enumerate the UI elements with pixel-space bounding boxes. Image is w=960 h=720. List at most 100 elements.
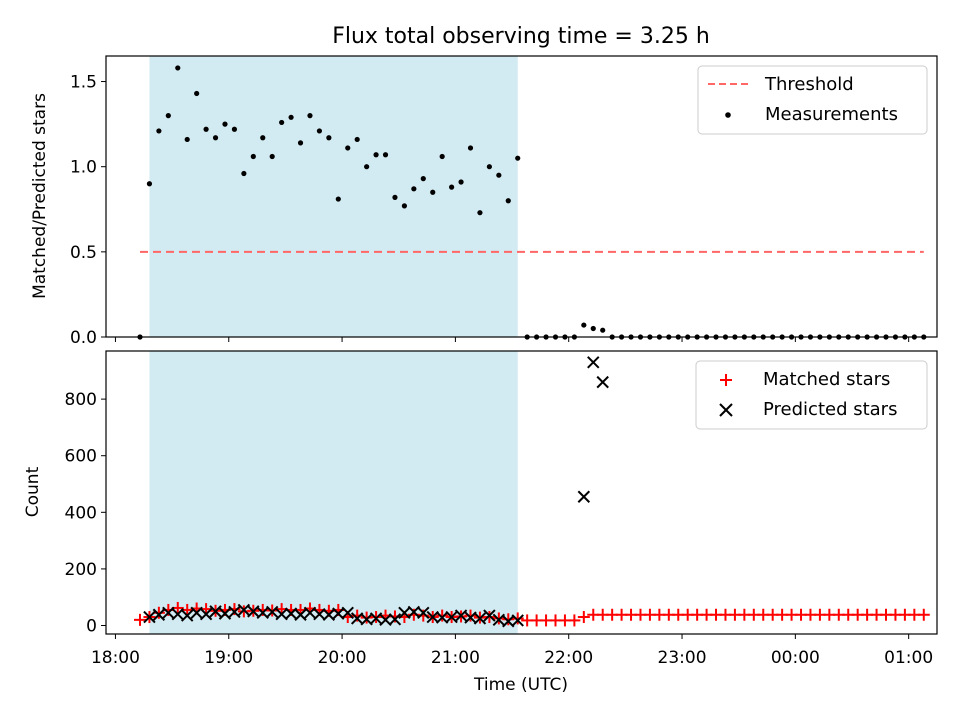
measurement-point (505, 198, 511, 204)
measurement-point (326, 135, 332, 141)
predicted-star-point (341, 606, 354, 619)
bottom-y-tick-label: 200 (65, 560, 97, 580)
x-tick-label: 22:00 (544, 648, 593, 668)
observing-window-shade-bottom (149, 351, 518, 634)
measurement-point (354, 136, 360, 143)
x-tick-label: 01:00 (884, 648, 933, 668)
measurement-point (486, 164, 492, 170)
top-legend-box (697, 65, 928, 135)
predicted-star-point (417, 606, 430, 619)
matched-stars-legend-swatch (720, 374, 732, 386)
measurement-point (458, 179, 464, 185)
predicted-star-point (265, 605, 279, 619)
predicted-star-point (313, 607, 326, 621)
matched-star-point (917, 608, 930, 621)
top-y-tick-label: 1.0 (70, 158, 97, 178)
measurement-point (581, 322, 587, 328)
bottom-y-tick-label: 800 (65, 390, 97, 410)
matched-star-point (266, 604, 279, 617)
measurement-point (600, 327, 606, 333)
predicted-star-point (473, 612, 487, 625)
bottom-legend: Matched stars Predicted stars (695, 360, 928, 430)
predicted-star-point (294, 608, 307, 621)
measurement-point (165, 113, 171, 119)
predicted-star-point (483, 609, 496, 622)
top-y-tick-label: 1.5 (70, 73, 97, 93)
predicted-star-point (275, 607, 288, 621)
measurement-point (411, 186, 417, 192)
measurement-point (477, 210, 483, 216)
measurement-point (288, 114, 294, 120)
top-y-axis-label: Matched/Predicted stars (30, 93, 50, 299)
x-tick-label: 23:00 (658, 648, 707, 668)
measurements-legend-swatch (725, 112, 731, 118)
measurement-point (175, 65, 181, 71)
measurement-point (467, 145, 474, 151)
chart-title: Flux total observing time = 3.25 h (332, 24, 710, 49)
predicted-star-point (587, 356, 600, 369)
bottom-panel: Count Time (UTC) 0 200 400 600 800 18:00 19:00… (23, 350, 938, 695)
measurement-point (515, 155, 521, 161)
threshold-legend-label: Threshold (764, 74, 854, 95)
predicted-star-point (379, 613, 392, 627)
bottom-legend-box (695, 360, 928, 430)
predicted-star-point (388, 613, 402, 626)
bottom-y-tick-label: 0 (86, 617, 97, 637)
measurement-point (279, 119, 285, 126)
measurement-point (156, 128, 162, 134)
measurement-point (420, 176, 426, 182)
bottom-y-axis-label: Count (23, 466, 43, 517)
bottom-y-tick-label: 400 (65, 503, 97, 523)
measurement-point (373, 152, 379, 158)
measurement-point (335, 196, 341, 202)
measurement-point (345, 145, 351, 151)
predicted-star-point (511, 614, 524, 627)
bottom-plot-area: 0 200 400 600 800 18:00 19:00 20:00 21:00 22:00 23… (65, 351, 933, 668)
measurement-point (439, 153, 445, 160)
top-legend: Threshold Measurements (697, 65, 928, 135)
measurement-point (392, 194, 398, 200)
measurement-point (401, 203, 408, 209)
matched-stars-legend-label: Matched stars (763, 369, 890, 390)
predicted-star-point (426, 610, 439, 624)
predicted-star-point (228, 605, 241, 619)
measurement-point (146, 181, 153, 187)
matched-star-point (568, 614, 581, 627)
predicted-stars-legend-label: Predicted stars (763, 399, 897, 420)
matched-star-point (436, 609, 449, 622)
x-tick-label: 20:00 (318, 648, 367, 668)
bottom-plot-frame (105, 350, 938, 635)
predicted-stars-legend-swatch (719, 403, 733, 417)
measurement-point (194, 90, 200, 97)
top-panel: Flux total observing time = 3.25 h Match… (30, 24, 938, 348)
measurement-point (241, 170, 247, 177)
top-plot-frame (105, 55, 938, 338)
matched-star-point (511, 612, 524, 625)
measurement-point (184, 136, 190, 143)
predicted-star-point (577, 490, 591, 503)
measurement-point (269, 153, 275, 160)
measurement-point (316, 128, 323, 134)
measurement-point (203, 126, 209, 132)
predicted-star-point (435, 611, 449, 624)
measurement-point (382, 152, 389, 158)
measurement-point (496, 172, 502, 178)
x-axis-label: Time (UTC) (473, 675, 568, 695)
bottom-y-tick-label: 600 (65, 447, 97, 467)
predicted-star-point (209, 605, 222, 618)
x-tick-label: 18:00 (91, 648, 140, 668)
top-y-tick-label: 0.0 (70, 328, 97, 348)
predicted-star-point (143, 610, 156, 624)
top-y-tick-label: 0.5 (70, 243, 97, 263)
measurement-point (231, 126, 238, 132)
measurement-point (250, 153, 256, 160)
matched-star-point (483, 611, 496, 624)
measurement-point (212, 135, 219, 141)
observing-window-shade-top (149, 56, 518, 337)
x-tick-label: 19:00 (204, 648, 253, 668)
measurements-legend-label: Measurements (765, 104, 898, 125)
matched-star-point (133, 613, 146, 626)
measurement-point (222, 121, 228, 127)
predicted-star-point (181, 609, 194, 622)
